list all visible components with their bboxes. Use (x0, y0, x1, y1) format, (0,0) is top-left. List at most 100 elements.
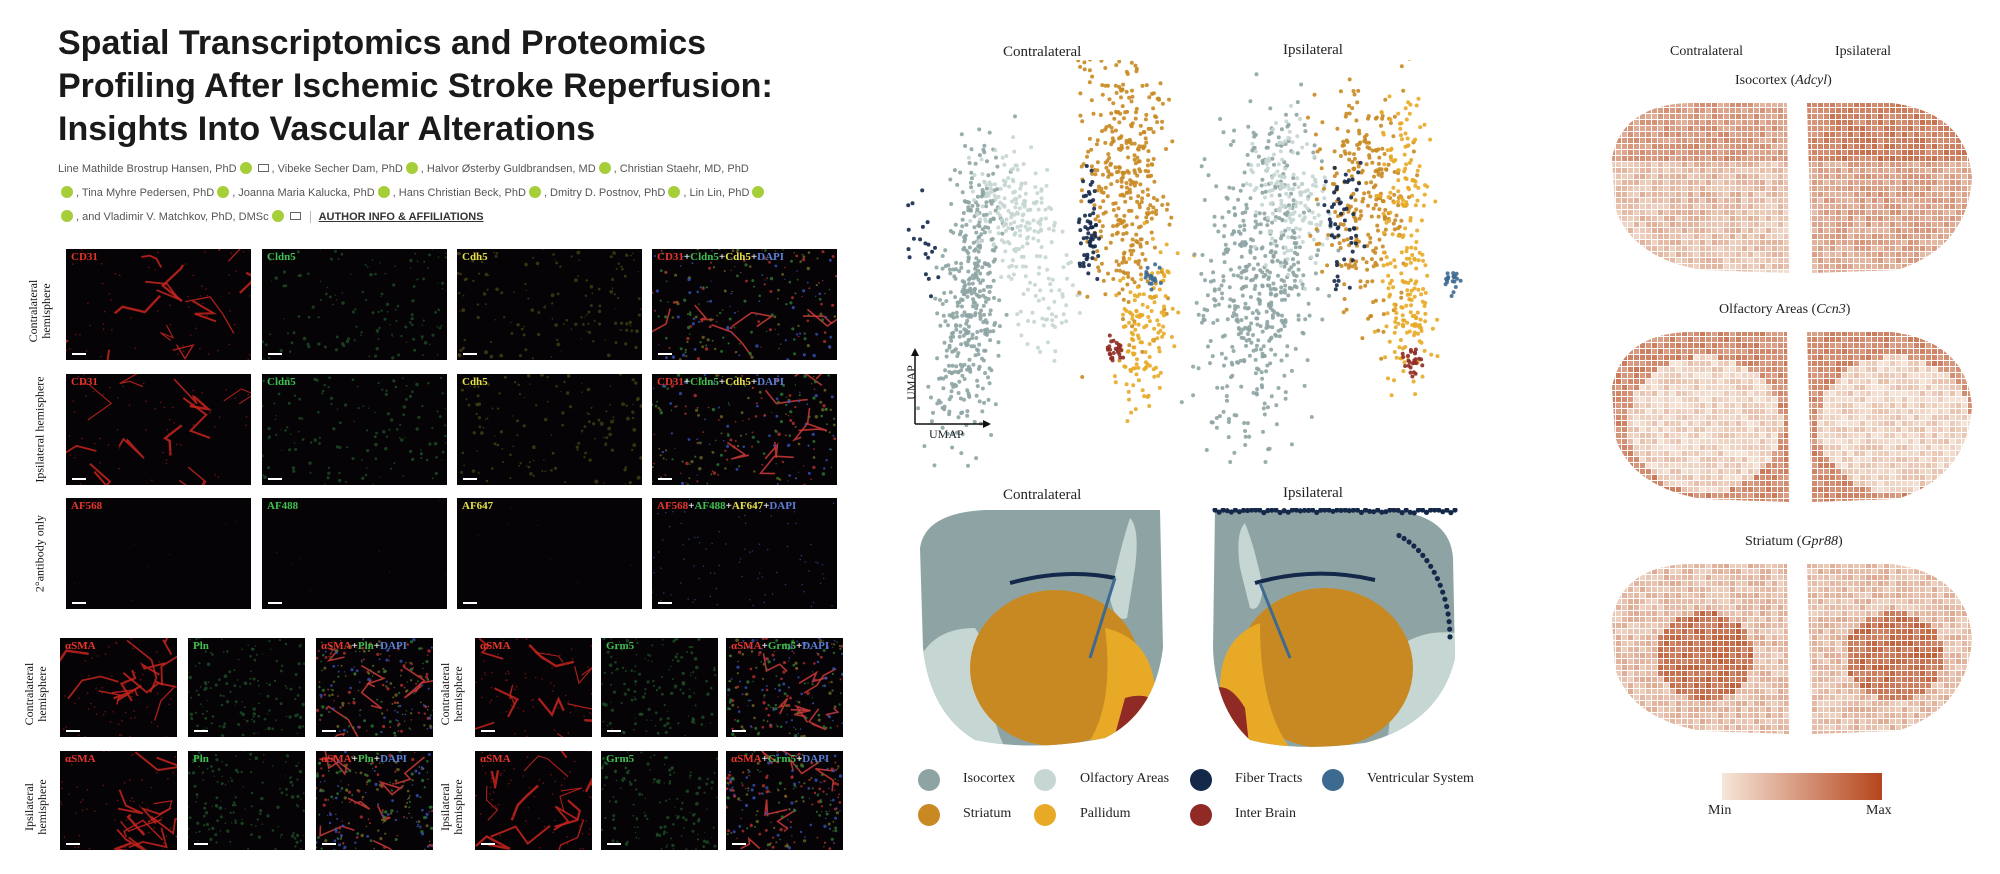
heatmap-spot (1748, 138, 1753, 143)
heatmap-spot (1622, 332, 1627, 336)
heatmap-spot (1860, 138, 1865, 143)
heatmap-spot (1754, 204, 1759, 209)
umap-point (1373, 250, 1378, 255)
author-name[interactable]: , Hans Christian Beck, PhD (392, 187, 526, 199)
heatmap-spot (1974, 144, 1977, 149)
heatmap-spot (1658, 264, 1663, 269)
heatmap-spot (1944, 162, 1949, 167)
heatmap-spot (1896, 204, 1901, 209)
umap-point (1415, 310, 1420, 315)
heatmap-spot (1658, 168, 1663, 173)
umap-point (935, 356, 940, 361)
heatmap-spot (1646, 361, 1651, 366)
heatmap-spot (1968, 246, 1972, 251)
heatmap-spot (1926, 192, 1931, 197)
author-name[interactable]: , Halvor Østerby Guldbrandsen, MD (420, 163, 596, 175)
orcid-icon[interactable] (752, 186, 765, 198)
author-name[interactable]: , Tina Myhre Pedersen, PhD (76, 187, 215, 199)
fiber-tract-dot (1350, 508, 1356, 513)
heatmap-spot (1824, 174, 1829, 179)
umap-point (959, 304, 964, 309)
heatmap-spot (1944, 114, 1949, 119)
heatmap-spot (1652, 150, 1657, 155)
heatmap-spot (1724, 343, 1729, 348)
orcid-icon[interactable] (405, 162, 418, 174)
heatmap-spot (1772, 114, 1777, 119)
umap-point (1300, 145, 1305, 150)
umap-point (1232, 298, 1236, 303)
orcid-icon[interactable] (61, 186, 73, 198)
heatmap-spot (1760, 234, 1765, 239)
heatmap-spot (1772, 132, 1777, 137)
author-name[interactable]: Line Mathilde Brostrup Hansen, PhD (58, 163, 237, 175)
heatmap-spot (1932, 120, 1937, 125)
umap-point (1291, 186, 1296, 191)
orcid-icon[interactable] (217, 186, 230, 198)
umap-point (1396, 178, 1401, 183)
author-name[interactable]: , and Vladimir V. Matchkov, PhD, DMSc (76, 211, 269, 223)
heatmap-spot (1926, 150, 1931, 155)
umap-point (1388, 210, 1393, 215)
heatmap-spot (1742, 246, 1747, 251)
orcid-icon[interactable] (598, 162, 611, 174)
umap-point (1401, 203, 1406, 208)
orcid-icon[interactable] (377, 186, 390, 198)
channel-label-part: DAPI (757, 376, 785, 388)
channel-label-part: + (750, 376, 758, 388)
author-name[interactable]: , Lin Lin, PhD (683, 187, 750, 199)
umap-point (1043, 216, 1048, 221)
row-label: Ipsilateral hemisphere (32, 375, 47, 483)
umap-point (982, 400, 987, 405)
heatmap-spot (1612, 138, 1615, 143)
heatmap-spot (1890, 204, 1895, 209)
heatmap-spot (1676, 222, 1681, 227)
orcid-icon[interactable] (239, 162, 252, 174)
umap-point (977, 153, 982, 158)
heatmap-spot (1860, 210, 1865, 215)
orcid-icon[interactable] (668, 186, 681, 198)
umap-point (1394, 316, 1399, 321)
author-name[interactable]: , Dmitry D. Postnov, PhD (543, 187, 666, 199)
heatmap-spot (1616, 252, 1621, 257)
umap-point (1277, 216, 1282, 221)
heatmap-spot (1938, 103, 1943, 107)
heatmap-spot (1664, 343, 1669, 348)
orcid-icon[interactable] (271, 210, 284, 222)
heatmap-spot (1634, 222, 1639, 227)
author-info-affiliations-link[interactable]: AUTHOR INFO & AFFILIATIONS (309, 211, 484, 223)
umap-point (1394, 355, 1399, 360)
heatmap-spot (1622, 228, 1627, 233)
heatmap-spot (1812, 120, 1817, 125)
umap-point (1152, 300, 1157, 305)
heatmap-spot (1950, 234, 1955, 239)
umap-point (1088, 182, 1093, 187)
heatmap-spot (1914, 180, 1919, 185)
heatmap-spot (1807, 156, 1811, 161)
umap-point (1270, 236, 1275, 241)
fiber-tract-dot (1396, 532, 1402, 539)
channel-label-part: CD31 (657, 376, 684, 388)
orcid-icon[interactable] (61, 210, 73, 222)
umap-point (1267, 189, 1272, 193)
author-name[interactable]: , Vibeke Secher Dam, PhD (271, 163, 403, 175)
author-name[interactable]: , Christian Staehr, MD, PhD (613, 163, 749, 175)
umap-point (1417, 250, 1422, 255)
heatmap-spot (1772, 126, 1777, 131)
mail-icon[interactable] (257, 164, 269, 172)
heatmap-spot (1956, 120, 1961, 125)
umap-point (1107, 156, 1112, 160)
mail-icon[interactable] (289, 212, 301, 220)
orcid-icon[interactable] (528, 186, 541, 198)
umap-point (1232, 206, 1237, 210)
channel-label-part: Cdh5 (725, 251, 751, 263)
heatmap-spot (1938, 246, 1943, 251)
heatmap-spot (1890, 186, 1895, 191)
heatmap-spot (1670, 204, 1675, 209)
heatmap-spot (1640, 246, 1645, 251)
heatmap-spot (1938, 108, 1943, 113)
heatmap-spot (1622, 162, 1627, 167)
author-name[interactable]: , Joanna Maria Kalucka, PhD (232, 187, 375, 199)
umap-point (1202, 198, 1207, 202)
heatmap-spot (1724, 120, 1729, 125)
heatmap-spot (1896, 228, 1901, 233)
